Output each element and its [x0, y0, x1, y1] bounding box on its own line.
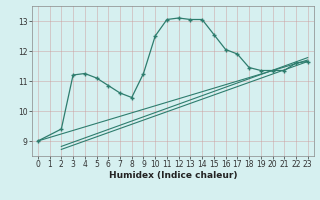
X-axis label: Humidex (Indice chaleur): Humidex (Indice chaleur): [108, 171, 237, 180]
